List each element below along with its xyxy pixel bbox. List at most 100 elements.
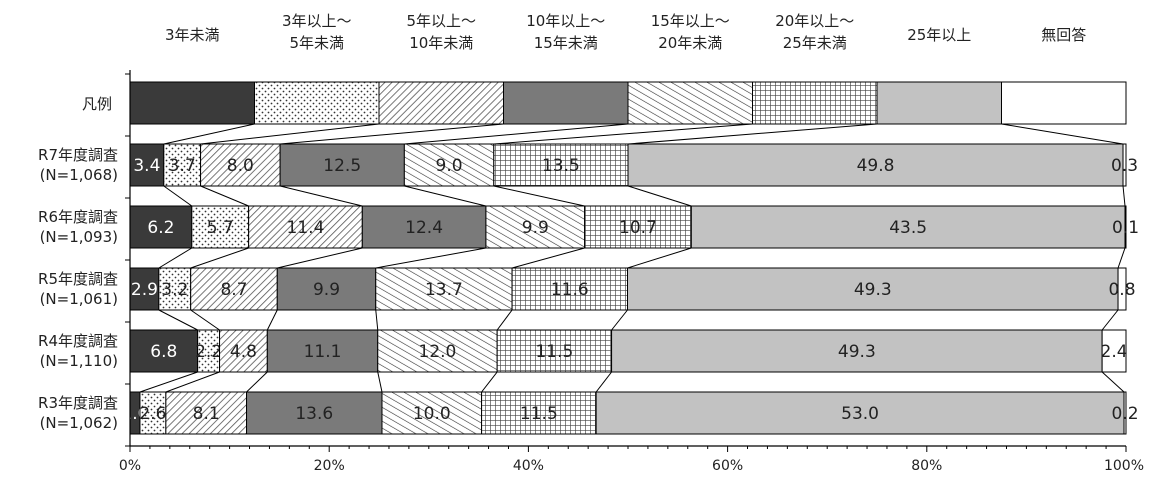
connector-line xyxy=(246,371,268,393)
bar-segment xyxy=(375,267,513,311)
data-label: 0.1 xyxy=(1112,218,1139,238)
legend-category-label: 3年以上～ xyxy=(282,12,352,30)
row-label: 凡例 xyxy=(82,95,112,113)
connector-line xyxy=(1117,247,1126,269)
row-label: R5年度調査 xyxy=(38,270,118,288)
bar-segment xyxy=(381,391,483,435)
bar-segment xyxy=(129,329,199,373)
data-label: 11.4 xyxy=(287,218,325,238)
x-axis: 0% 20% 40% 60% 80% 100% xyxy=(119,70,1144,474)
connector-line xyxy=(200,123,380,145)
data-label: 8.1 xyxy=(193,404,220,424)
connector-line xyxy=(611,309,628,331)
bar-segment xyxy=(190,267,278,311)
data-label: 11.6 xyxy=(551,280,589,300)
bar-segment xyxy=(1123,391,1127,435)
bar-segment xyxy=(584,205,692,249)
connector-line xyxy=(190,309,220,331)
data-label: 53.0 xyxy=(841,404,879,424)
connector-line xyxy=(190,247,249,269)
bar-segment xyxy=(627,267,1119,311)
x-tick-label: 100% xyxy=(1104,458,1144,474)
data-label: 6.8 xyxy=(150,342,177,362)
row-label: R4年度調査 xyxy=(38,332,118,350)
data-label: 11.1 xyxy=(304,342,342,362)
connector-line xyxy=(1101,371,1125,393)
bar-segment xyxy=(595,391,1125,435)
data-label: 9.9 xyxy=(313,280,340,300)
connector-line xyxy=(404,185,487,207)
connector-line xyxy=(1122,185,1126,207)
connector-line xyxy=(627,123,878,145)
legend-category-label: 無回答 xyxy=(1041,26,1086,44)
bar-segment xyxy=(219,329,268,373)
connector-line xyxy=(496,309,513,331)
connector-line xyxy=(375,309,379,331)
connector-line xyxy=(200,185,249,207)
data-label: 2.6 xyxy=(139,404,166,424)
legend-category-label: 25年以上 xyxy=(907,26,971,44)
legend-category-label: 15年未満 xyxy=(534,34,598,52)
bar-segment xyxy=(1101,329,1127,373)
data-label: 3.2 xyxy=(161,280,188,300)
row-label: R7年度調査 xyxy=(38,146,118,164)
bar-rows: 3.4 3.7 8.0 12.5 9.0 13.5 49.8 0.3 6.2 5.7 11.4 12.… xyxy=(121,81,1139,435)
legend-category-label: 5年未満 xyxy=(289,34,344,52)
bar-segment xyxy=(129,143,165,187)
connector-line xyxy=(493,123,753,145)
bar-segment xyxy=(485,205,586,249)
data-label: 6.2 xyxy=(147,218,174,238)
row-sample-size: (N=1,110) xyxy=(40,352,118,370)
data-label: 0.2 xyxy=(1111,404,1138,424)
bar-segment xyxy=(254,81,380,125)
data-label: 9.0 xyxy=(436,156,463,176)
data-label: 12.4 xyxy=(405,218,443,238)
data-label: 9.9 xyxy=(522,218,549,238)
bar-segment xyxy=(511,267,629,311)
bar-segment xyxy=(276,267,377,311)
data-label: 4.8 xyxy=(230,342,257,362)
data-label: 49.3 xyxy=(838,342,876,362)
bar-segment xyxy=(627,143,1124,187)
row-sample-size: (N=1,068) xyxy=(40,166,118,184)
bar-segment xyxy=(248,205,363,249)
connector-line xyxy=(627,247,692,269)
data-label: 8.0 xyxy=(227,156,254,176)
data-label: 49.8 xyxy=(857,156,895,176)
legend-category-label: 3年未満 xyxy=(165,26,220,44)
connector-line xyxy=(481,371,498,393)
bar-segment xyxy=(690,205,1126,249)
data-label: 0.8 xyxy=(1108,280,1135,300)
data-label: 43.5 xyxy=(889,218,927,238)
x-tick-label: 0% xyxy=(119,458,141,474)
connector-line xyxy=(1101,309,1119,331)
connector-line xyxy=(266,309,278,331)
bar-segment xyxy=(200,143,281,187)
data-label: 13.6 xyxy=(295,404,333,424)
row-labels: 凡例 R7年度調査 (N=1,068) R6年度調査 (N=1,093) R5年度調査 (N… xyxy=(38,95,118,432)
segment-connectors xyxy=(139,123,1126,393)
legend-category-label: 25年未満 xyxy=(783,34,847,52)
bar-segment xyxy=(378,81,504,125)
data-label: 2.2 xyxy=(195,342,222,362)
connector-line xyxy=(163,185,193,207)
bar-segment xyxy=(279,143,405,187)
data-label: 12.0 xyxy=(419,342,457,362)
connector-line xyxy=(277,247,363,269)
row-sample-size: (N=1,062) xyxy=(40,414,118,432)
connector-line xyxy=(163,123,255,145)
data-label: 8.7 xyxy=(220,280,247,300)
connector-line xyxy=(511,247,585,269)
bar-segment xyxy=(163,143,202,187)
data-label: 11.5 xyxy=(520,404,558,424)
bar-segment xyxy=(139,391,167,435)
data-label: 3.7 xyxy=(169,156,196,176)
legend-category-label: 20年以上～ xyxy=(775,12,854,30)
legend-category-label: 10年以上～ xyxy=(526,12,605,30)
data-label: 11.5 xyxy=(535,342,573,362)
data-label: 13.5 xyxy=(542,156,580,176)
x-tick-label: 60% xyxy=(712,458,743,474)
legend-category-label: 5年以上～ xyxy=(406,12,476,30)
row-label: R6年度調査 xyxy=(38,208,118,226)
